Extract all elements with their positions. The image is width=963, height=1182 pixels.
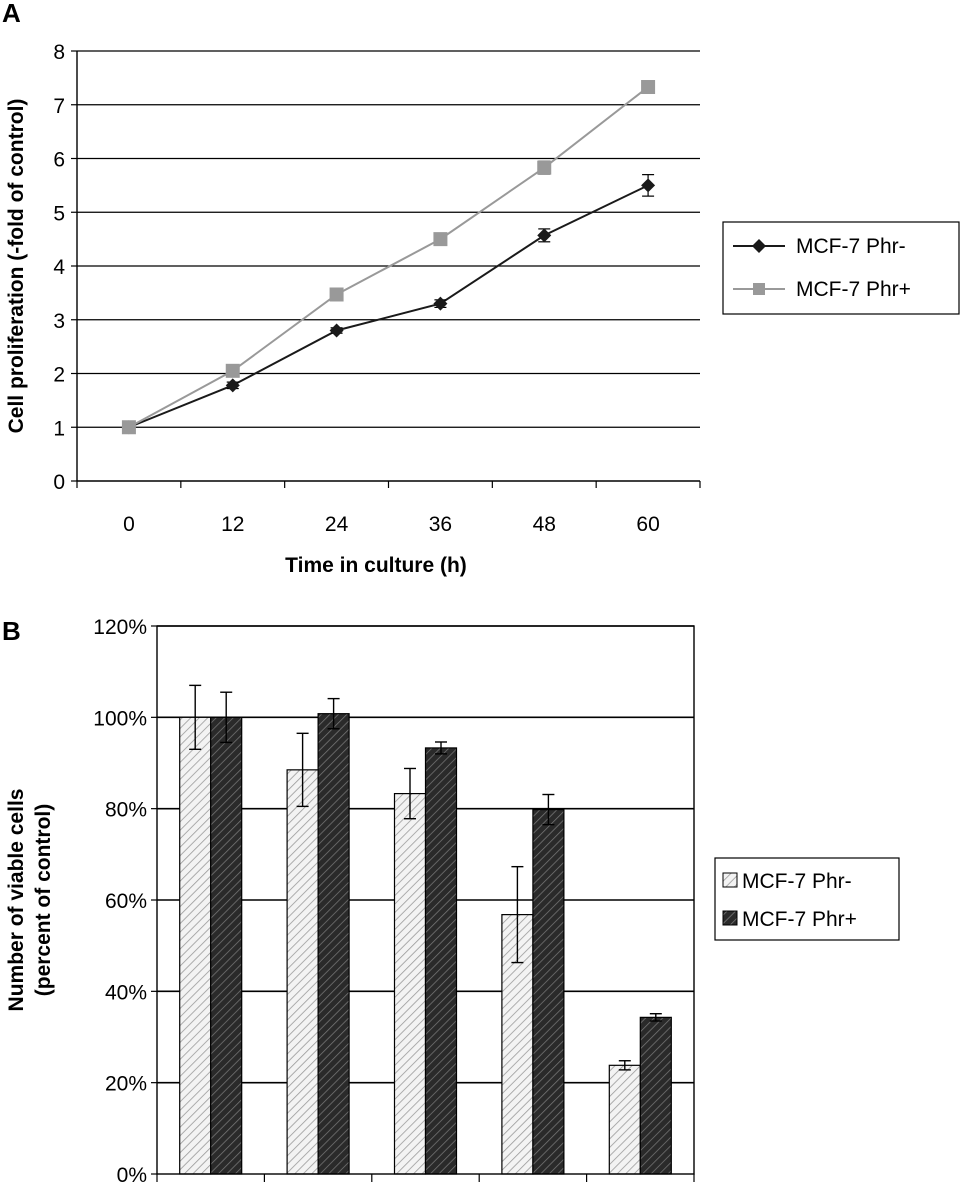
y-tick-label: 40%: [105, 981, 147, 1004]
series-line: [128, 86, 649, 429]
y-tick-label: 8: [53, 41, 65, 64]
series-phr-minus: [121, 174, 656, 435]
data-point-square: [641, 80, 656, 95]
data-point-square: [225, 363, 240, 378]
legend-label-phr-plus: MCF-7 Phr+: [796, 278, 911, 301]
legend-label-phr-minus: MCF-7 Phr-: [796, 235, 906, 258]
legend-square-icon: [753, 283, 765, 295]
series-phr-plus: [121, 80, 656, 435]
y-tick-label: 0: [53, 471, 65, 494]
panel-b-y-ticks: 0% 20% 40% 60% 80% 100% 120%: [93, 616, 157, 1182]
data-point-diamond: [225, 378, 240, 393]
panel-a-legend-box: [722, 221, 960, 315]
data-point-square: [433, 232, 448, 247]
y-tick-label: 3: [53, 310, 65, 333]
panel-a-x-ticks: 0 12 24 36 48 60: [76, 481, 701, 536]
panel-b-axes: [156, 625, 695, 1182]
y-tick-label: 5: [53, 202, 65, 225]
legend-label-phr-plus: MCF-7 Phr+: [742, 908, 857, 931]
y-tick-label: 20%: [105, 1073, 147, 1096]
y-tick-label: 120%: [93, 616, 147, 639]
panel-a-letter: A: [2, 0, 21, 28]
data-point-square: [329, 287, 344, 302]
panel-a-x-axis-title: Time in culture (h): [285, 554, 467, 577]
panel-a-y-ticks: 0 1 2 3 4 5 6 7 8: [53, 41, 77, 494]
y-tick-label: 60%: [105, 890, 147, 913]
panel-a-series: [121, 80, 656, 435]
bar-series-phr-plus: [210, 691, 672, 1175]
x-tick-label: 12: [221, 513, 244, 536]
panel-b-legend-box: [714, 857, 900, 941]
bar-series-phr-minus: [179, 684, 641, 1175]
y-tick-label: 80%: [105, 799, 147, 822]
data-point-square: [537, 160, 552, 175]
bar: [210, 716, 243, 1175]
bar: [286, 769, 319, 1175]
y-tick-label: 4: [53, 256, 65, 279]
legend-label-phr-minus: MCF-7 Phr-: [742, 870, 852, 893]
bar: [424, 747, 458, 1175]
data-point-diamond: [537, 228, 552, 243]
x-tick-label: 48: [533, 513, 556, 536]
series-line: [128, 184, 649, 429]
panel-b-legend: MCF-7 Phr- MCF-7 Phr+: [714, 857, 900, 941]
panel-a-legend: MCF-7 Phr- MCF-7 Phr+: [722, 221, 960, 315]
bar: [608, 1064, 641, 1175]
legend-diamond-icon: [752, 239, 766, 253]
x-tick-label: 36: [429, 513, 452, 536]
y-tick-label: 100%: [93, 707, 147, 730]
y-tick-label: 2: [53, 364, 65, 387]
legend-swatch-phr-plus: [722, 910, 738, 926]
x-tick-label: 60: [636, 513, 659, 536]
data-point-diamond: [641, 178, 656, 193]
y-tick-label: 1: [53, 417, 65, 440]
panel-a-y-axis-title: Cell proliferation (-fold of control): [5, 99, 28, 434]
panel-b-bar-chart: B 0% 20% 40% 60% 80% 100% 120% Number of viabl…: [2, 616, 900, 1182]
legend-swatch-phr-minus: [722, 872, 738, 888]
data-point-diamond: [329, 323, 344, 338]
x-tick-label: 24: [325, 513, 349, 536]
y-tick-label: 0%: [117, 1164, 147, 1182]
x-tick-label: 0: [123, 513, 135, 536]
panel-b-letter: B: [2, 616, 21, 646]
bar: [532, 808, 565, 1175]
bar: [393, 792, 427, 1175]
plot-frame: [156, 625, 695, 1175]
panel-b-y-axis-title-line-1: Number of viable cells: [5, 789, 28, 1012]
bar: [179, 716, 212, 1175]
data-point-diamond: [433, 296, 448, 311]
data-point-square: [121, 420, 136, 435]
y-tick-label: 7: [53, 95, 65, 118]
bar: [639, 1016, 672, 1175]
panel-b-bars: [179, 684, 672, 1175]
bar: [317, 713, 350, 1175]
y-tick-label: 6: [53, 149, 65, 172]
panel-b-y-axis-title-line-2: (percent of control): [32, 804, 55, 997]
panel-a-gridlines: [77, 50, 700, 428]
